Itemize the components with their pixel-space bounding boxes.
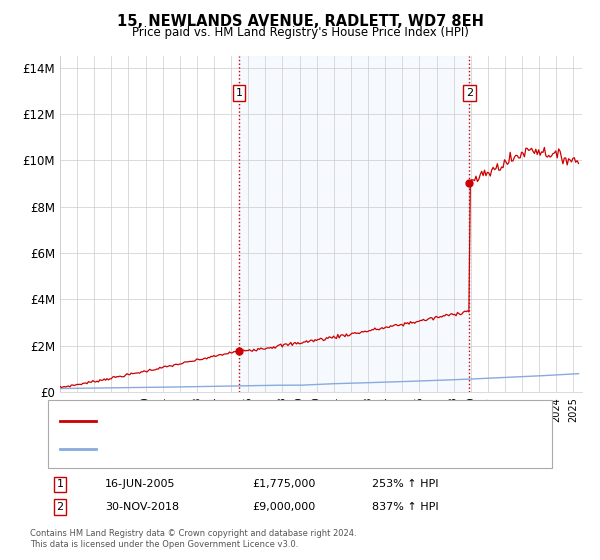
Text: 30-NOV-2018: 30-NOV-2018 [105,502,179,512]
Text: 16-JUN-2005: 16-JUN-2005 [105,479,176,489]
Text: 1: 1 [56,479,64,489]
Text: Price paid vs. HM Land Registry's House Price Index (HPI): Price paid vs. HM Land Registry's House … [131,26,469,39]
Text: 1: 1 [236,88,242,98]
Text: £1,775,000: £1,775,000 [252,479,316,489]
Text: 15, NEWLANDS AVENUE, RADLETT, WD7 8EH (detached house): 15, NEWLANDS AVENUE, RADLETT, WD7 8EH (d… [105,416,434,426]
Text: 253% ↑ HPI: 253% ↑ HPI [372,479,439,489]
Bar [239,56,469,392]
Text: £9,000,000: £9,000,000 [252,502,315,512]
Text: 837% ↑ HPI: 837% ↑ HPI [372,502,439,512]
Text: 15, NEWLANDS AVENUE, RADLETT, WD7 8EH: 15, NEWLANDS AVENUE, RADLETT, WD7 8EH [116,14,484,29]
Text: 2: 2 [466,88,473,98]
Text: 2: 2 [56,502,64,512]
Text: HPI: Average price, detached house, Hertsmere: HPI: Average price, detached house, Hert… [105,444,353,454]
Text: Contains HM Land Registry data © Crown copyright and database right 2024.
This d: Contains HM Land Registry data © Crown c… [30,529,356,549]
